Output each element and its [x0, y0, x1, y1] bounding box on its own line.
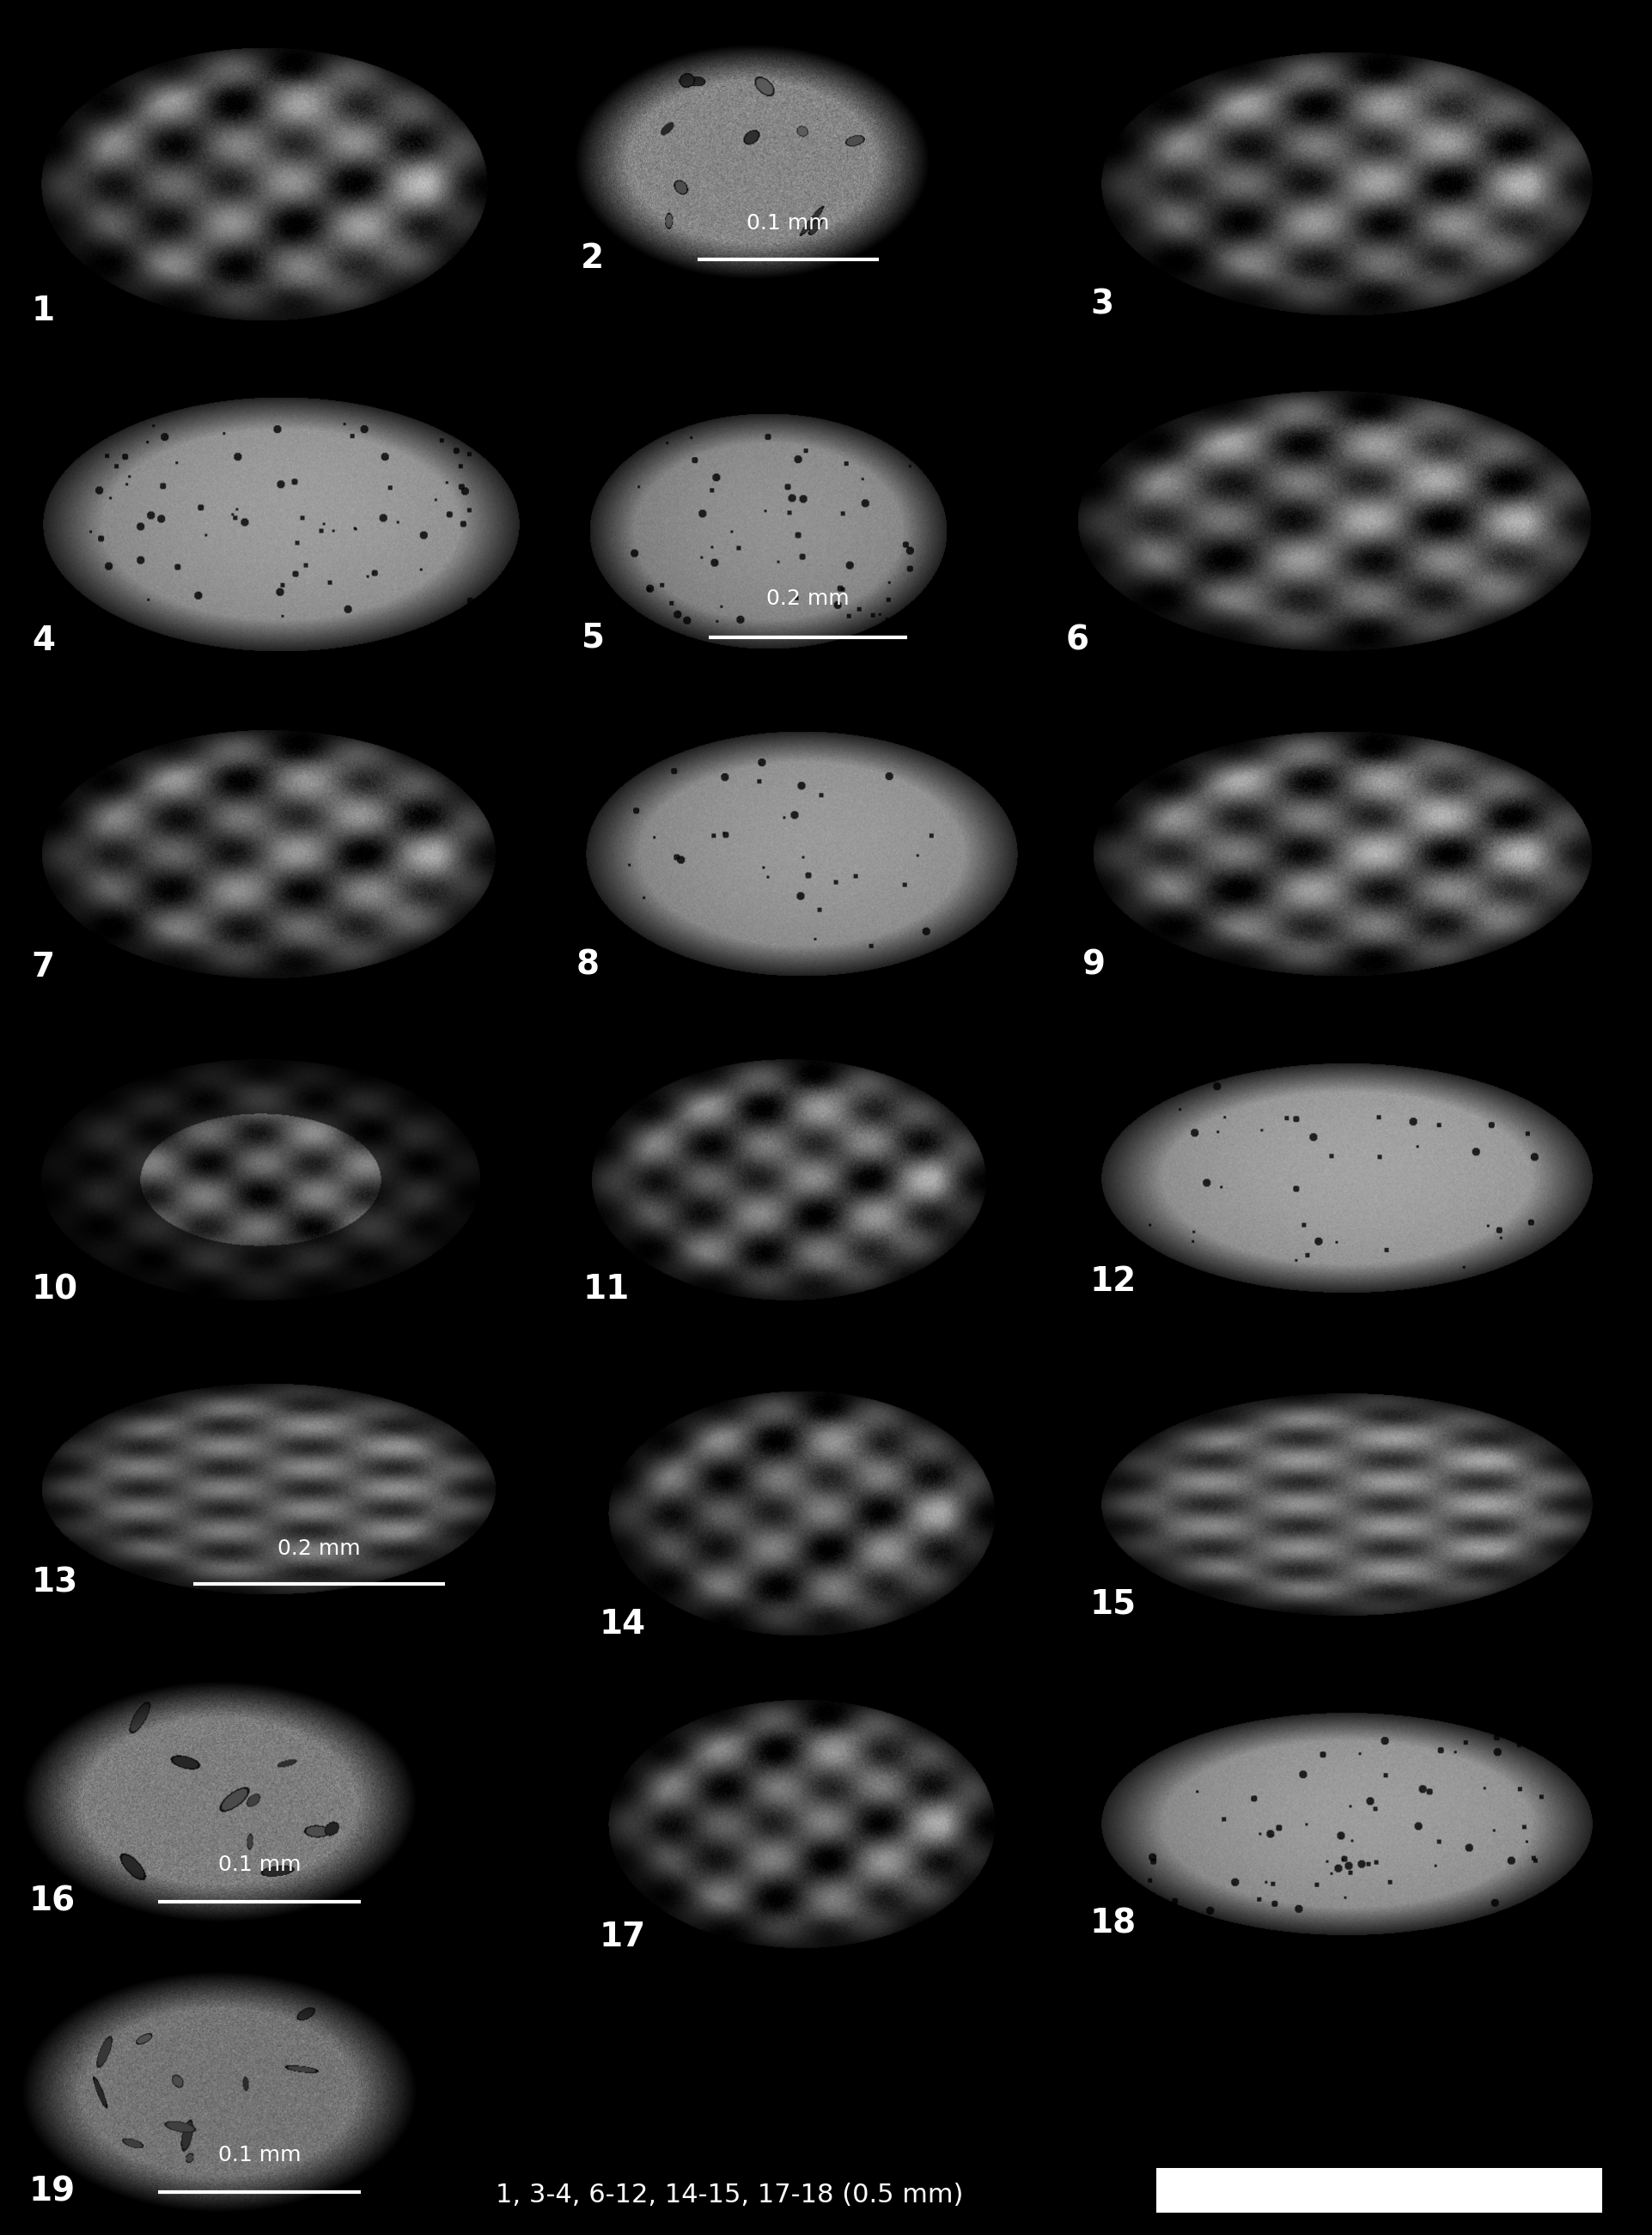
Text: 1, 3-4, 6-12, 14-15, 17-18 (0.5 mm): 1, 3-4, 6-12, 14-15, 17-18 (0.5 mm) — [496, 2181, 963, 2208]
Text: 9: 9 — [1082, 950, 1105, 981]
Text: 5: 5 — [582, 621, 605, 653]
Text: 12: 12 — [1090, 1265, 1137, 1299]
Text: 2: 2 — [582, 241, 605, 275]
Text: 0.2 mm: 0.2 mm — [278, 1538, 360, 1558]
Text: 8: 8 — [577, 950, 600, 981]
Text: 3: 3 — [1090, 288, 1113, 322]
Text: 16: 16 — [28, 1884, 74, 1918]
Text: 11: 11 — [583, 1274, 629, 1305]
Text: 18: 18 — [1090, 1906, 1137, 1940]
Text: 0.1 mm: 0.1 mm — [747, 212, 829, 235]
Text: 14: 14 — [600, 1609, 646, 1640]
Text: 0.1 mm: 0.1 mm — [218, 2146, 301, 2166]
Text: 17: 17 — [600, 1920, 646, 1953]
Text: 10: 10 — [31, 1274, 78, 1305]
Bar — [1156, 2168, 1602, 2213]
Text: 6: 6 — [1066, 624, 1089, 657]
Text: 0.1 mm: 0.1 mm — [218, 1855, 301, 1875]
Text: 0.2 mm: 0.2 mm — [767, 588, 849, 610]
Text: 7: 7 — [31, 950, 55, 983]
Text: 15: 15 — [1090, 1587, 1137, 1620]
Text: 1: 1 — [31, 295, 55, 326]
Text: 13: 13 — [31, 1567, 78, 1598]
Text: 4: 4 — [33, 624, 56, 657]
Text: 19: 19 — [28, 2175, 74, 2208]
